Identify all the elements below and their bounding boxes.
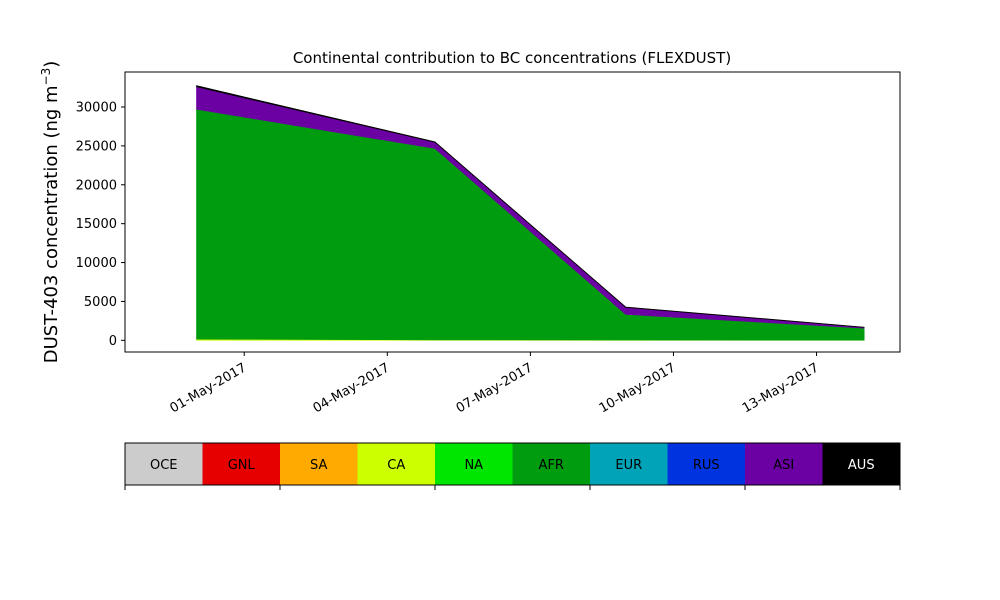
x-tick-label: 07-May-2017 <box>454 360 536 416</box>
legend-swatch-rus <box>667 443 746 485</box>
legend-label-asi: ASI <box>773 458 794 473</box>
x-tick-label: 01-May-2017 <box>168 360 250 416</box>
y-tick-label: 5000 <box>84 295 117 310</box>
legend-swatch-ca <box>357 443 436 485</box>
x-tick-label: 13-May-2017 <box>740 360 822 416</box>
legend-swatch-aus <box>822 443 901 485</box>
y-tick-label: 30000 <box>76 101 117 116</box>
stacked-areas <box>196 85 865 341</box>
legend-label-oce: OCE <box>150 458 178 473</box>
x-tick-label: 04-May-2017 <box>311 360 393 416</box>
legend-label-afr: AFR <box>539 458 564 473</box>
legend-label-sa: SA <box>310 458 327 473</box>
y-tick-label: 10000 <box>76 256 117 271</box>
legend-label-aus: AUS <box>848 458 875 473</box>
legend-label-na: NA <box>464 458 483 473</box>
legend-label-rus: RUS <box>693 458 720 473</box>
y-axis-label-suffix: ) <box>41 61 62 68</box>
area-aus <box>196 85 865 328</box>
legend-swatch-afr <box>512 443 591 485</box>
legend-swatch-sa <box>280 443 358 485</box>
y-axis-label-superscript: −3 <box>39 68 53 86</box>
legend-label-ca: CA <box>387 458 405 473</box>
y-axis: 0 5000 10000 15000 20000 25000 30000 <box>76 101 125 349</box>
y-tick-label: 0 <box>109 334 117 349</box>
y-tick-label: 15000 <box>76 217 117 232</box>
legend-swatch-eur <box>590 443 668 485</box>
y-tick-label: 25000 <box>76 139 117 154</box>
legend-label-eur: EUR <box>615 458 642 473</box>
legend: OCE GNL SA CA NA AFR EUR RUS ASI AUS <box>124 442 901 490</box>
plot-frame <box>124 71 901 353</box>
legend-frame <box>124 442 901 486</box>
y-axis-label: DUST-403 concentration (ng m−3) <box>39 61 62 364</box>
legend-swatch-oce <box>125 443 203 485</box>
x-axis: 01-May-2017 04-May-2017 07-May-2017 10-May-… <box>168 352 822 416</box>
y-axis-label-main: DUST-403 concentration (ng m <box>41 85 62 363</box>
y-tick-label: 20000 <box>76 178 117 193</box>
legend-swatch-na <box>435 443 513 485</box>
chart-title: Continental contribution to BC concentra… <box>293 49 731 67</box>
x-tick-label: 10-May-2017 <box>597 360 679 416</box>
legend-swatch-asi <box>745 443 823 485</box>
legend-swatch-gnl <box>202 443 281 485</box>
legend-label-gnl: GNL <box>228 458 256 473</box>
